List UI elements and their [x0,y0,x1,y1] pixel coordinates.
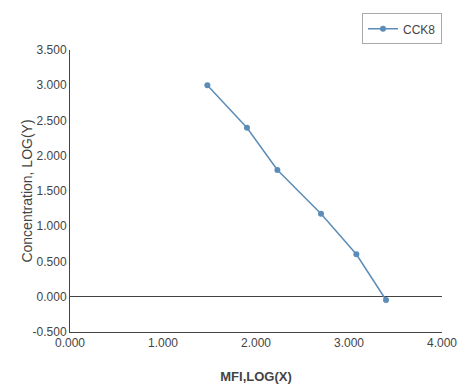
svg-text:2.000: 2.000 [37,149,67,163]
svg-text:0.000: 0.000 [37,290,67,304]
svg-text:CCK8: CCK8 [403,23,435,37]
svg-text:3.000: 3.000 [37,78,67,92]
svg-text:MFI,LOG(X): MFI,LOG(X) [220,369,292,384]
svg-text:4.000: 4.000 [427,336,457,350]
svg-text:1.000: 1.000 [37,219,67,233]
svg-text:0.000: 0.000 [55,336,85,350]
svg-text:1.500: 1.500 [37,184,67,198]
svg-text:0.500: 0.500 [37,255,67,269]
svg-text:-0.500: -0.500 [33,325,67,339]
svg-text:3.000: 3.000 [334,336,364,350]
svg-text:2.000: 2.000 [241,336,271,350]
svg-text:2.500: 2.500 [37,114,67,128]
svg-text:Concentration, LOG(Y): Concentration, LOG(Y) [19,119,35,262]
svg-text:3.500: 3.500 [37,43,67,57]
svg-text:1.000: 1.000 [148,336,178,350]
